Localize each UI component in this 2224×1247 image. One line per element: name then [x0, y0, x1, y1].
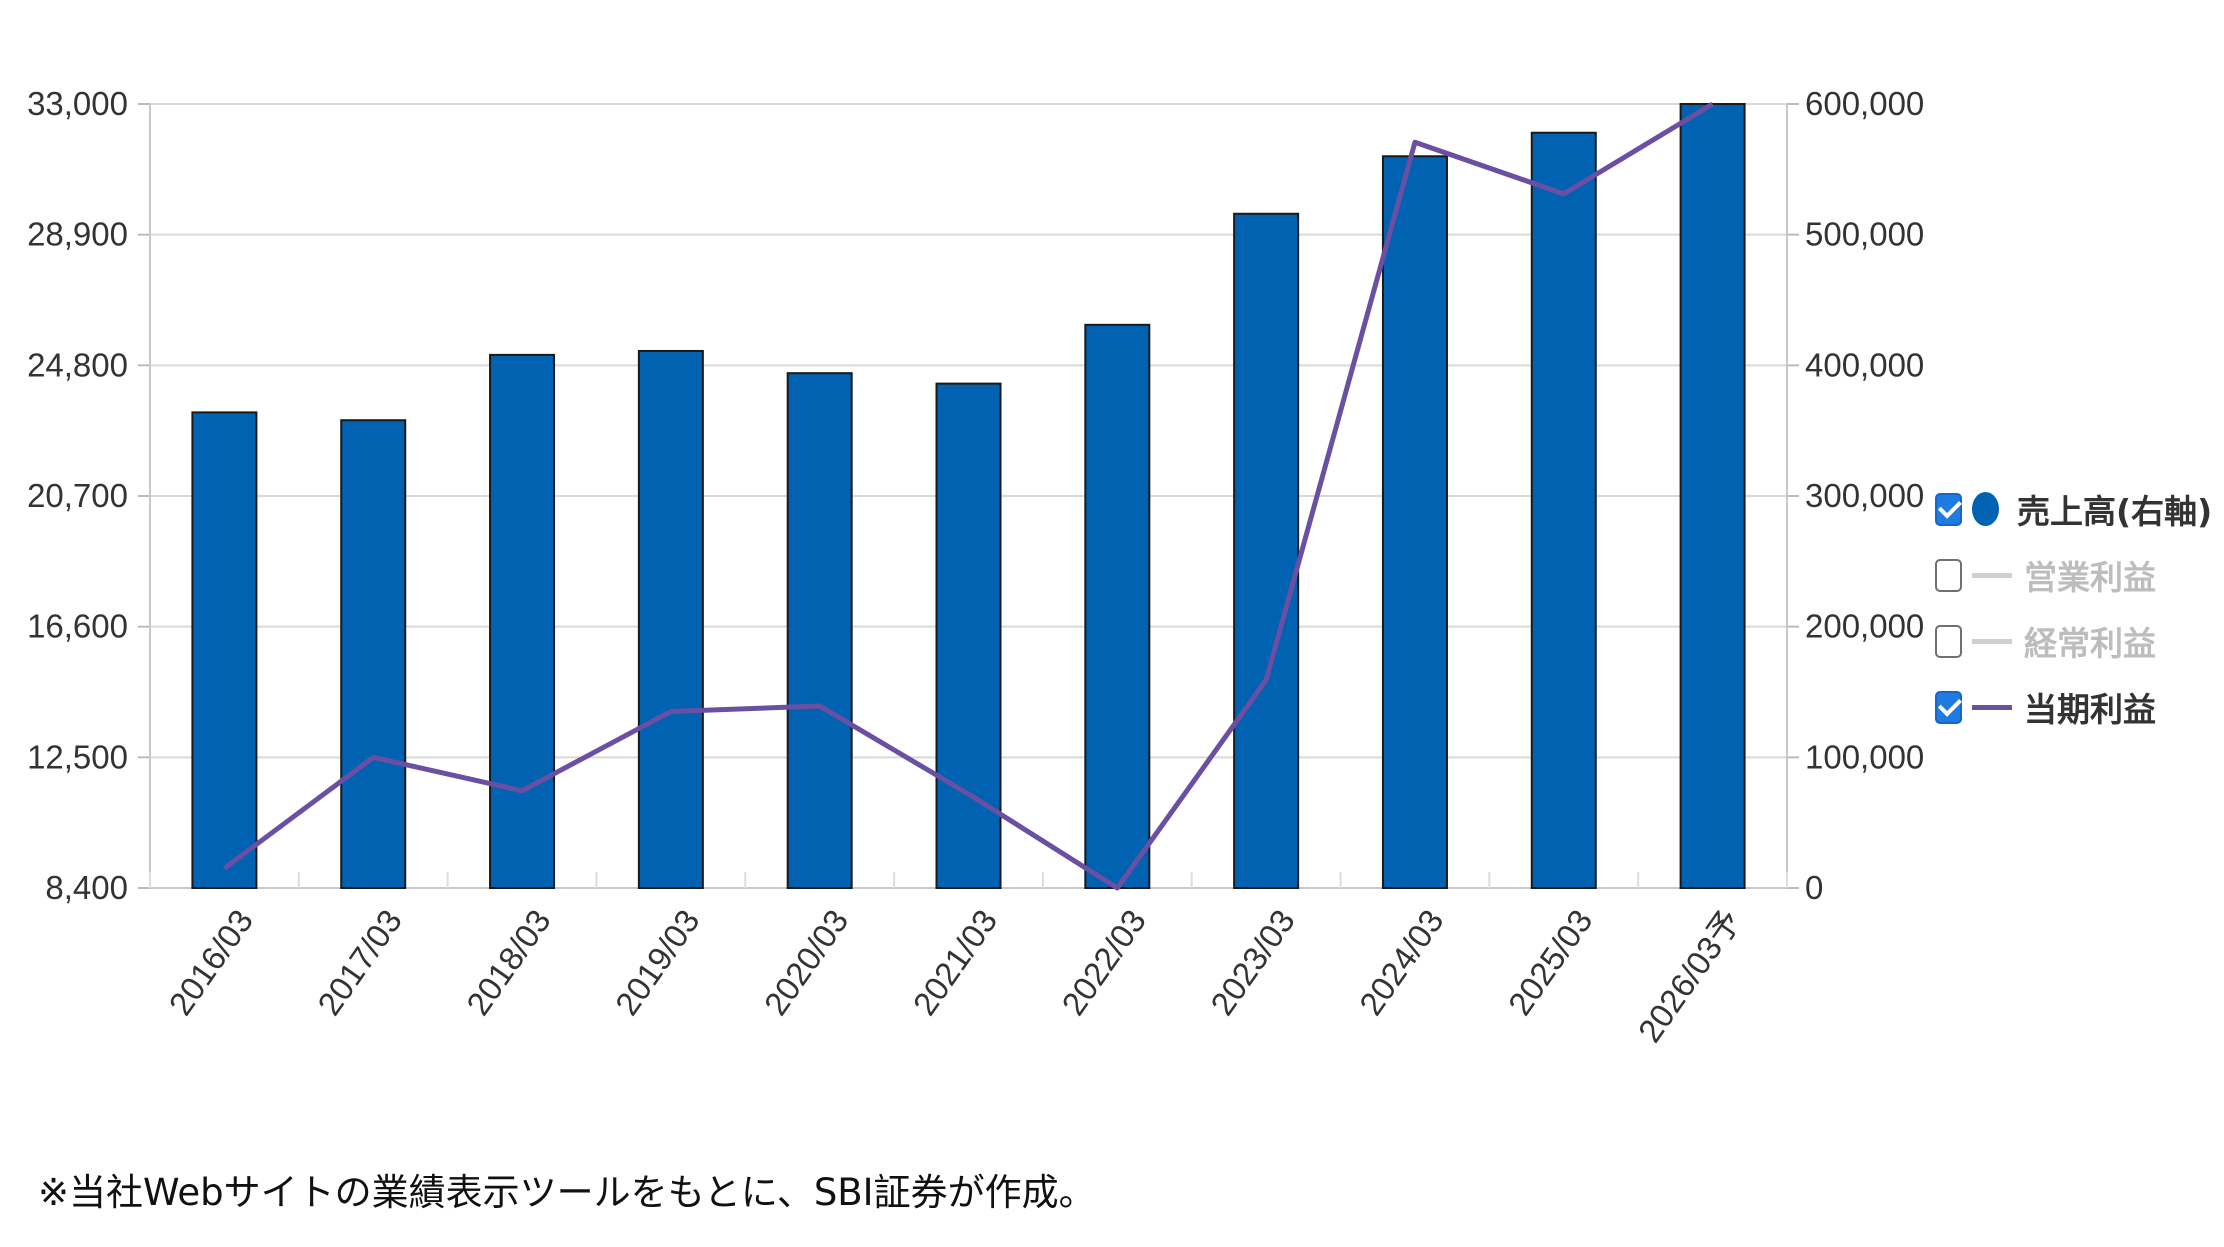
y-right-tick-label: 600,000	[1805, 85, 1924, 122]
y-right-tick-label: 200,000	[1805, 608, 1924, 645]
y-left-tick-label: 20,700	[27, 477, 128, 514]
bar-sales	[191, 411, 258, 889]
bar-sales	[489, 353, 556, 889]
legend-checkbox-net-income[interactable]	[1935, 690, 1962, 724]
x-category-label: 2016/03	[161, 903, 260, 1022]
chart-legend: 売上高(右軸) 営業利益 経常利益 当期利益	[1935, 476, 2212, 740]
x-category-label: 2018/03	[459, 903, 558, 1022]
y-right-tick-label: 0	[1805, 869, 1823, 906]
x-category-label: 2025/03	[1501, 903, 1600, 1022]
x-category-label: 2023/03	[1203, 903, 1302, 1022]
legend-item-ordinary-profit[interactable]: 経常利益	[1935, 608, 2212, 674]
x-category-label: 2019/03	[608, 903, 707, 1022]
y-right-tick-label: 500,000	[1805, 216, 1924, 253]
x-category-label: 2026/03予	[1631, 903, 1749, 1049]
bar-sales	[340, 419, 407, 889]
legend-checkbox-ordinary-profit[interactable]	[1935, 624, 1962, 658]
y-left-tick-label: 8,400	[45, 869, 128, 906]
bar-sales	[637, 349, 704, 889]
bar-sales	[1233, 212, 1300, 889]
legend-marker-sales	[1972, 492, 1999, 526]
bar-sales	[1679, 103, 1746, 889]
x-category-label: 2017/03	[310, 903, 409, 1022]
y-left-tick-label: 28,900	[27, 216, 128, 253]
x-category-label: 2020/03	[757, 903, 856, 1022]
bar-sales	[935, 382, 1002, 889]
x-category-label: 2022/03	[1054, 903, 1153, 1022]
x-category-label: 2024/03	[1352, 903, 1451, 1022]
source-footnote: ※当社Webサイトの業績表示ツールをもとに、SBI証券が作成。	[38, 1171, 1096, 1214]
bar-sales	[1530, 131, 1597, 890]
legend-marker-operating-profit	[1972, 572, 2012, 578]
legend-item-net-income[interactable]: 当期利益	[1935, 674, 2212, 740]
legend-checkbox-operating-profit[interactable]	[1935, 558, 1962, 592]
y-left-tick-label: 12,500	[27, 738, 128, 775]
legend-marker-ordinary-profit	[1972, 638, 2012, 644]
legend-checkbox-sales[interactable]	[1935, 492, 1962, 526]
bar-sales	[1084, 323, 1151, 889]
y-left-tick-label: 24,800	[27, 346, 128, 383]
legend-marker-net-income	[1972, 704, 2012, 710]
y-right-tick-label: 100,000	[1805, 738, 1924, 775]
y-left-tick-label: 16,600	[27, 608, 128, 645]
bar-sales	[1381, 155, 1448, 889]
legend-label-net-income: 当期利益	[2024, 690, 2156, 729]
legend-label-ordinary-profit: 経常利益	[2024, 624, 2156, 663]
legend-label-sales: 売上高(右軸)	[2017, 492, 2213, 531]
y-left-tick-label: 33,000	[27, 85, 128, 122]
legend-item-sales[interactable]: 売上高(右軸)	[1935, 476, 2212, 542]
bar-sales	[786, 372, 853, 889]
y-right-tick-label: 300,000	[1805, 477, 1924, 514]
legend-item-operating-profit[interactable]: 営業利益	[1935, 542, 2212, 608]
legend-label-operating-profit: 営業利益	[2024, 558, 2156, 597]
x-category-label: 2021/03	[905, 903, 1004, 1022]
y-right-tick-label: 400,000	[1805, 346, 1924, 383]
